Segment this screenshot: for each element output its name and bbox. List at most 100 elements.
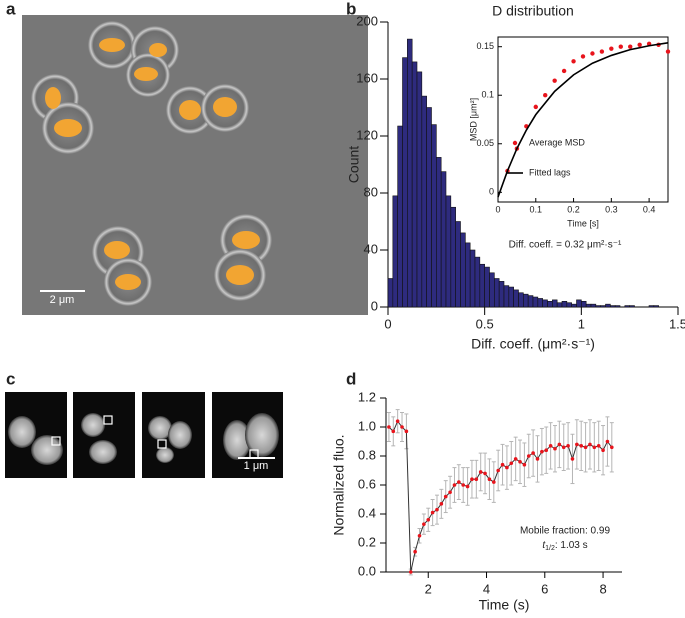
point	[561, 68, 567, 74]
bar	[566, 302, 572, 308]
y-axis-label: MSD [μm²]	[468, 98, 478, 141]
point	[628, 44, 633, 49]
bar	[489, 272, 495, 308]
bar	[431, 124, 437, 308]
bar	[653, 305, 659, 308]
point	[395, 419, 400, 424]
point	[465, 484, 470, 489]
legend-marker	[512, 140, 518, 146]
bar	[576, 299, 582, 308]
x-tick-label: 0	[495, 204, 500, 214]
point	[566, 444, 570, 448]
bar	[498, 281, 505, 308]
bar	[474, 256, 481, 308]
annotation: Mobile fraction: 0.99	[520, 526, 610, 537]
point	[391, 429, 396, 434]
bar	[479, 263, 485, 308]
bar	[460, 232, 466, 308]
bar	[426, 107, 432, 308]
bar	[494, 278, 500, 308]
point	[513, 457, 518, 461]
point	[448, 490, 452, 495]
bar	[455, 221, 461, 308]
point	[580, 54, 586, 59]
point	[570, 457, 575, 461]
bar	[585, 303, 592, 308]
point	[535, 457, 540, 461]
y-tick-label: 0.2	[358, 534, 376, 549]
series-line	[388, 420, 613, 573]
y-axis-label: Normalized fluo.	[331, 434, 347, 535]
bar	[513, 289, 519, 308]
bar	[416, 71, 423, 308]
annotation-subscript: 1/2	[545, 545, 555, 552]
x-tick-label: 1.5	[669, 316, 685, 331]
bar	[518, 292, 524, 308]
bar	[436, 157, 442, 308]
bar	[629, 305, 635, 308]
bar	[532, 296, 539, 308]
point	[478, 470, 483, 474]
x-axis-label: Diff. coeff. (μm²·s⁻¹)	[471, 336, 595, 352]
legend-label: Average MSD	[529, 137, 585, 147]
point	[430, 510, 435, 515]
bar	[581, 300, 587, 308]
point	[590, 51, 595, 56]
point	[531, 451, 535, 455]
y-axis-label: Count	[346, 146, 362, 183]
bar	[600, 305, 606, 308]
y-tick-label: 1.2	[358, 389, 376, 404]
x-tick-label: 4	[483, 581, 490, 596]
point	[592, 445, 597, 450]
y-tick-label: 200	[356, 13, 378, 28]
x-tick-label: 0	[384, 316, 391, 331]
point	[496, 468, 500, 473]
point	[452, 483, 457, 487]
point	[487, 477, 492, 482]
bar	[445, 195, 452, 308]
bar	[387, 278, 394, 308]
point	[526, 454, 531, 458]
y-tick-label: 0.6	[358, 476, 376, 491]
bar	[542, 299, 548, 308]
y-tick-label: 0.1	[481, 90, 494, 100]
fit-line	[497, 42, 669, 198]
y-tick-label: 0.8	[358, 447, 376, 462]
annotation: Diff. coeff. = 0.32 μm²·s⁻¹	[509, 240, 622, 251]
point	[596, 444, 601, 448]
x-tick-label: 2	[425, 581, 432, 596]
y-tick-label: 120	[356, 127, 378, 142]
bar	[484, 266, 490, 308]
bar	[614, 305, 621, 308]
y-tick-label: 80	[364, 184, 378, 199]
point	[413, 549, 417, 554]
bar	[407, 38, 413, 308]
bar	[503, 285, 510, 308]
point	[422, 522, 426, 526]
y-tick-label: 0.15	[476, 41, 494, 51]
point	[583, 445, 588, 450]
scale-bar-label: 2 μm	[50, 294, 75, 306]
bar	[537, 298, 543, 308]
micrograph-a: 2 μm	[22, 15, 368, 315]
point	[609, 46, 614, 51]
point	[610, 445, 614, 450]
panel-label: a	[6, 0, 16, 18]
point	[605, 439, 610, 444]
scale-bar-label: 1 μm	[244, 460, 269, 472]
x-axis-label: Time [s]	[567, 218, 599, 228]
point	[553, 446, 557, 451]
plot-frame	[497, 36, 669, 203]
point	[618, 44, 623, 49]
bar	[508, 286, 514, 308]
y-tick-label: 0.4	[358, 505, 376, 520]
point	[387, 425, 391, 429]
micrograph-c: 1 μm	[5, 392, 283, 478]
y-tick-label: 160	[356, 70, 378, 85]
point	[601, 448, 605, 453]
panel-label: d	[346, 369, 356, 388]
point	[492, 480, 496, 484]
annotation: t1/2: 1.03 s	[542, 540, 587, 552]
x-axis-label: Time (s)	[479, 597, 530, 613]
